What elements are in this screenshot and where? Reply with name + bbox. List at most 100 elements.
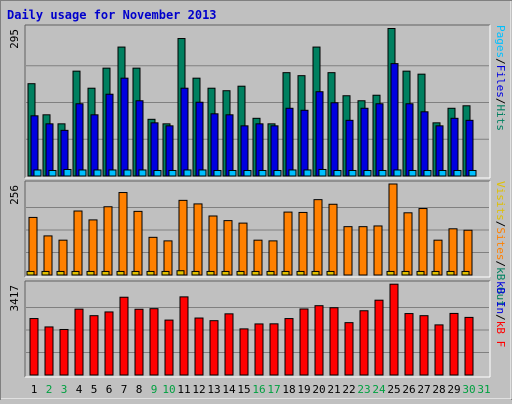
legend-entry: Visits <box>494 181 507 221</box>
x-tick-label-21: 21 <box>327 383 340 396</box>
bar-files-day-23 <box>360 107 369 177</box>
bar-kb-f-day-5 <box>89 315 99 376</box>
bar-files-day-30 <box>465 119 474 177</box>
panel-max-label: 295 <box>8 29 21 49</box>
bar-visits-day-7 <box>116 270 125 276</box>
bar-files-day-28 <box>435 125 444 177</box>
bar-kb-f-day-20 <box>314 305 324 376</box>
bar-kb-f-day-18 <box>284 318 294 376</box>
bar-sites-day-29 <box>448 228 458 276</box>
legend-entry: Hits <box>494 105 507 132</box>
bar-pages-day-19 <box>303 169 312 177</box>
bar-sites-day-15 <box>238 222 248 276</box>
bar-pages-day-4 <box>78 169 87 177</box>
bar-kb-f-day-8 <box>134 308 144 376</box>
bar-files-day-16 <box>255 123 264 177</box>
legend-entry: / <box>494 221 507 228</box>
bar-kb-f-day-4 <box>74 308 84 376</box>
bar-kb-f-day-23 <box>359 310 369 376</box>
bar-kb-f-day-22 <box>344 322 354 376</box>
bar-visits-day-20 <box>311 270 320 276</box>
bar-visits-day-3 <box>56 270 65 276</box>
bar-visits-day-15 <box>236 270 245 276</box>
bar-kb-f-day-24 <box>374 299 384 376</box>
bar-files-day-2 <box>45 123 54 177</box>
bar-pages-day-16 <box>258 169 267 177</box>
bar-pages-day-13 <box>213 169 222 177</box>
bar-files-day-15 <box>240 125 249 177</box>
bar-visits-day-5 <box>86 270 95 276</box>
bar-files-day-1 <box>30 115 39 177</box>
bar-kb-f-day-16 <box>254 323 264 376</box>
x-tick-label-29: 29 <box>447 383 460 396</box>
panel-legend: Pages/Files/Hits <box>494 25 507 131</box>
bar-pages-day-27 <box>423 169 432 177</box>
bar-sites-day-24 <box>373 225 383 276</box>
x-tick-label-19: 19 <box>297 383 310 396</box>
bar-kb-f-day-26 <box>404 313 414 376</box>
bar-files-day-26 <box>405 103 414 177</box>
x-tick-label-16: 16 <box>252 383 265 396</box>
bar-visits-day-30 <box>461 270 470 276</box>
bar-sites-day-14 <box>223 220 233 276</box>
bar-pages-day-24 <box>378 169 387 177</box>
bar-sites-day-23 <box>358 226 368 276</box>
chart-panels: 295 Pages/Files/Hits 256 Visits/Sites/kB Ou… <box>8 24 507 378</box>
bar-sites-day-12 <box>193 203 203 276</box>
panel-middle: 256 Visits/Sites/kB Out <box>8 180 507 307</box>
bar-files-day-12 <box>195 101 204 177</box>
bar-pages-day-5 <box>93 169 102 177</box>
x-tick-label-12: 12 <box>192 383 205 396</box>
bar-sites-day-26 <box>403 212 413 276</box>
bar-kb-f-day-3 <box>59 328 69 376</box>
bar-sites-day-28 <box>433 239 443 276</box>
bar-visits-day-11 <box>176 270 185 276</box>
bar-pages-day-7 <box>123 169 132 177</box>
bar-visits-day-2 <box>41 270 50 276</box>
bar-pages-day-17 <box>273 169 282 177</box>
bar-kb-f-day-28 <box>434 324 444 376</box>
x-tick-label-1: 1 <box>31 383 38 396</box>
bar-sites-day-2 <box>43 235 53 276</box>
x-tick-label-14: 14 <box>222 383 236 396</box>
bar-pages-day-12 <box>198 169 207 177</box>
bar-kb-f-day-17 <box>269 323 279 376</box>
x-tick-label-3: 3 <box>61 383 68 396</box>
bar-kb-f-day-6 <box>104 311 114 376</box>
bar-sites-day-3 <box>58 239 68 276</box>
bar-pages-day-1 <box>33 169 42 177</box>
bar-sites-day-22 <box>343 226 353 276</box>
panel-legend: Visits/Sites/kB Out <box>494 181 507 307</box>
x-tick-label-30: 30 <box>462 383 475 396</box>
bar-kb-f-day-19 <box>299 308 309 376</box>
bar-sites-day-21 <box>328 203 338 276</box>
legend-entry: / <box>494 261 507 268</box>
bar-sites-day-8 <box>133 210 143 276</box>
bar-sites-day-13 <box>208 215 218 276</box>
x-tick-label-6: 6 <box>106 383 113 396</box>
bar-sites-day-7 <box>118 192 128 276</box>
bar-pages-day-3 <box>63 168 72 177</box>
bar-files-day-22 <box>345 119 354 177</box>
bar-files-day-10 <box>165 125 174 177</box>
chart-title: Daily usage for November 2013 <box>7 8 217 22</box>
bar-files-day-11 <box>180 87 189 177</box>
x-tick-label-13: 13 <box>207 383 220 396</box>
bar-sites-day-4 <box>73 210 83 276</box>
x-tick-label-22: 22 <box>342 383 355 396</box>
bar-pages-day-30 <box>468 169 477 177</box>
bar-kb-f-day-12 <box>194 317 204 376</box>
x-tick-label-18: 18 <box>282 383 295 396</box>
legend-entry: kB In <box>494 281 507 314</box>
bar-sites-day-11 <box>178 199 188 276</box>
bar-kb-f-day-7 <box>119 296 129 376</box>
bar-sites-day-19 <box>298 211 308 276</box>
bar-visits-day-9 <box>146 270 155 276</box>
bar-pages-day-2 <box>48 169 57 177</box>
bar-kb-f-day-21 <box>329 307 339 376</box>
bar-visits-day-6 <box>101 270 110 276</box>
bar-sites-day-5 <box>88 219 98 276</box>
bar-kb-f-day-30 <box>464 316 474 376</box>
bar-files-day-19 <box>300 109 309 177</box>
